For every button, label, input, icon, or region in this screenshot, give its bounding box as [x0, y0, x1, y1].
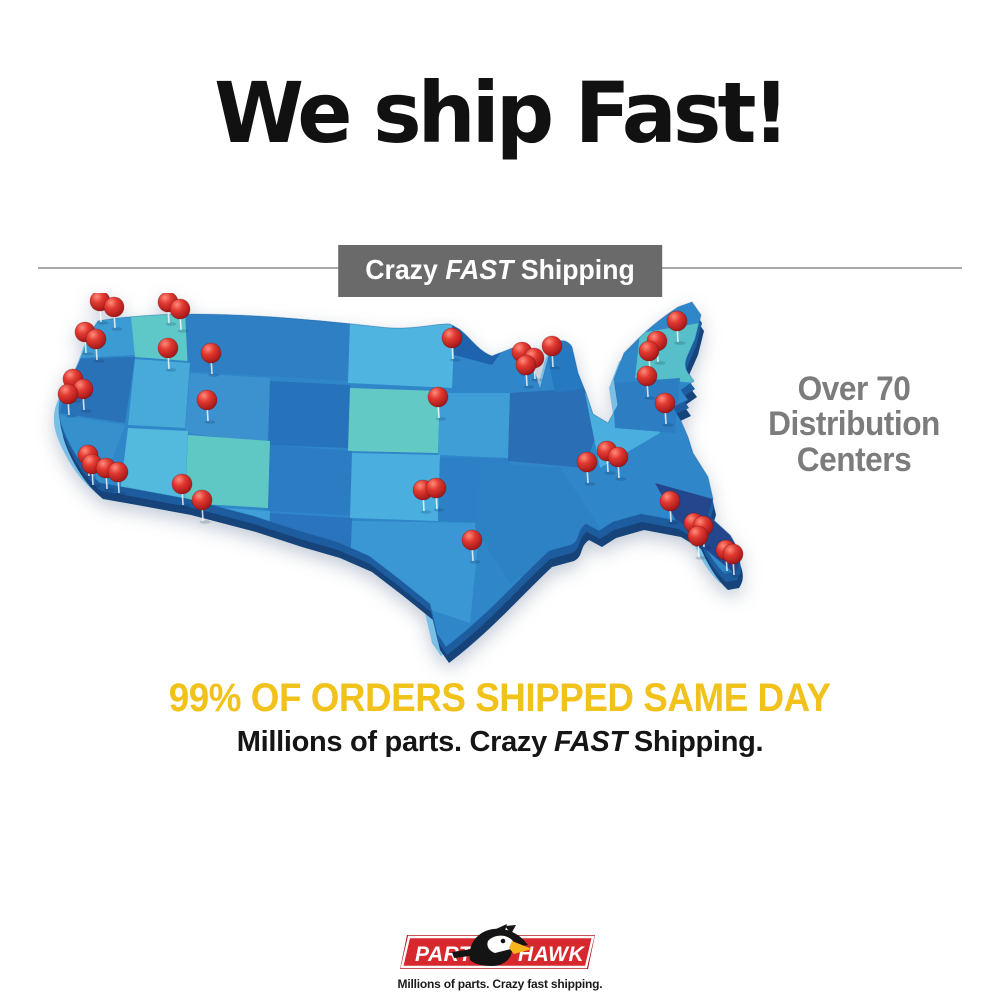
usa-map: [40, 290, 770, 673]
location-pin: [515, 354, 537, 376]
location-pin: [576, 451, 598, 473]
shipping-banner: Crazy FAST Shipping: [338, 245, 662, 297]
location-pin: [659, 490, 681, 512]
map-surface-patches: [60, 303, 740, 623]
logo-word-hawk: HAWK: [518, 943, 585, 966]
location-pin: [200, 342, 222, 364]
location-pin: [461, 529, 483, 551]
location-pin: [636, 365, 658, 387]
partshawk-logo-svg: PARTS HAWK: [400, 924, 595, 969]
subheadline-pre: Millions of parts. Crazy: [236, 726, 548, 758]
banner-text-fast: FAST: [445, 254, 514, 285]
location-pin: [171, 473, 193, 495]
partshawk-logo: PARTS HAWK Millions of parts. Crazy fast…: [395, 922, 605, 991]
distribution-note: Over 70 Distribution Centers: [755, 370, 952, 479]
location-pin: [654, 392, 676, 414]
hawk-icon: [452, 924, 532, 966]
usa-map-svg: [53, 290, 744, 663]
map-pins: [57, 290, 744, 578]
location-pin: [191, 489, 213, 511]
location-pin: [85, 328, 107, 350]
subheadline-post: Shipping.: [633, 726, 764, 758]
distribution-note-line2: Distribution: [768, 405, 940, 444]
location-pin: [157, 337, 179, 359]
distribution-note-line1: Over 70: [797, 370, 911, 408]
logo-tagline: Millions of parts. Crazy fast shipping.: [397, 977, 603, 991]
location-pin: [638, 340, 660, 362]
location-pin: [107, 461, 129, 483]
subheadline-fast: FAST: [553, 726, 627, 758]
location-pin: [441, 327, 463, 349]
location-pin: [57, 383, 79, 405]
location-pin: [541, 335, 563, 357]
location-pin: [722, 543, 744, 565]
location-pin: [169, 298, 191, 320]
location-pin: [666, 310, 688, 332]
location-pin: [687, 525, 709, 547]
location-pin: [103, 296, 125, 318]
location-pin: [607, 446, 629, 468]
logo-word-parts: PARTS: [415, 943, 487, 966]
location-pin: [427, 386, 449, 408]
same-day-headline: 99% OF ORDERS SHIPPED SAME DAY: [169, 676, 831, 720]
banner-text-post: Shipping: [520, 254, 635, 285]
page-title: We ship Fast!: [214, 64, 790, 163]
distribution-note-line3: Centers: [796, 440, 912, 479]
subheadline: Millions of parts. Crazy FAST Shipping.: [0, 726, 1000, 759]
location-pin: [425, 477, 447, 499]
banner-text-pre: Crazy: [365, 254, 438, 285]
location-pin: [196, 389, 218, 411]
